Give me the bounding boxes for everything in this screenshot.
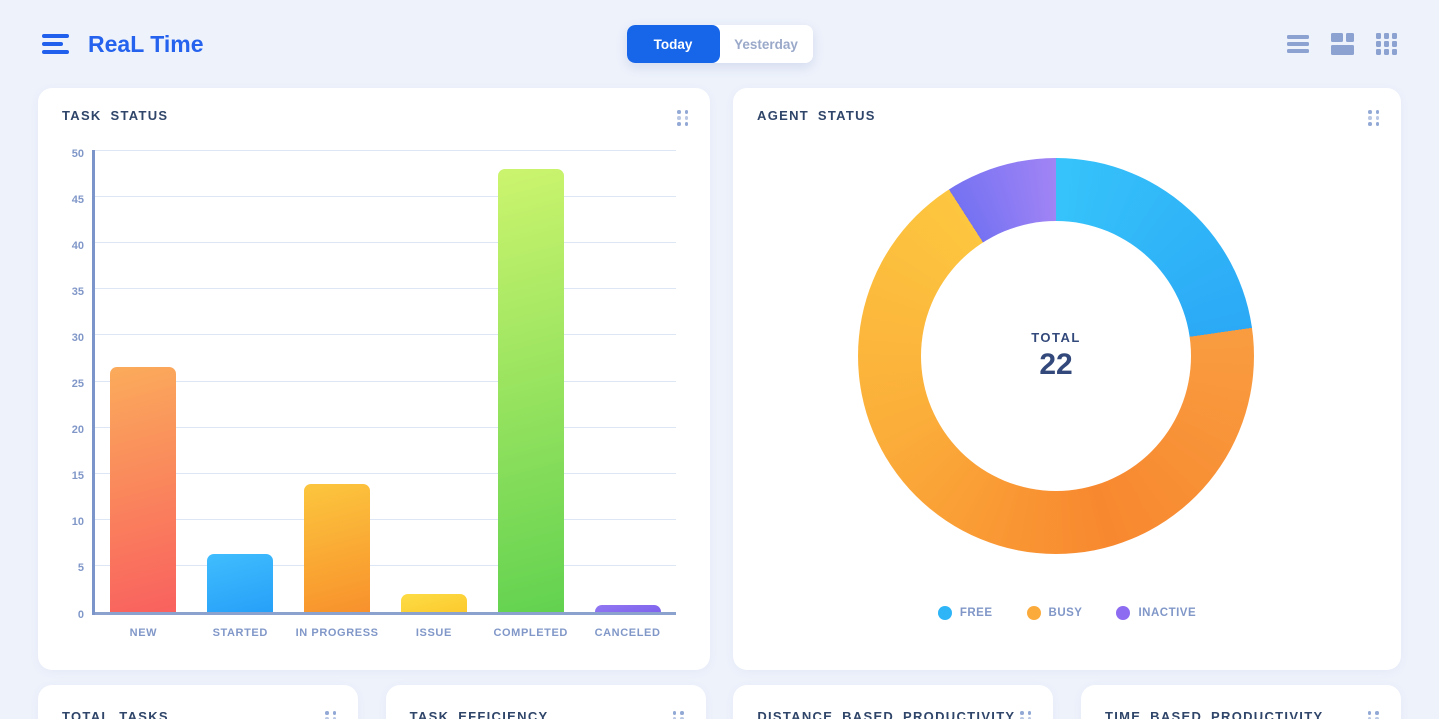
agent-status-title: AGENT STATUS	[757, 108, 876, 123]
x-tick-label: CANCELED	[594, 626, 661, 639]
bar-completed	[497, 168, 564, 612]
bar-canceled	[594, 605, 661, 612]
task-efficiency-card: TASK EFFICIENCY	[385, 685, 706, 719]
gridline	[95, 196, 676, 198]
hamburger-icon[interactable]	[42, 34, 69, 54]
gridline	[95, 334, 676, 336]
legend-item-inactive[interactable]: INACTIVE	[1116, 606, 1196, 620]
donut-total-label: TOTAL	[1031, 330, 1081, 345]
x-tick-label: STARTED	[212, 626, 268, 639]
gridline	[95, 426, 676, 428]
drag-handle-icon[interactable]	[672, 711, 684, 719]
drag-handle-icon[interactable]	[1368, 110, 1379, 126]
bar-issue	[400, 593, 467, 612]
tab-today[interactable]: Today	[626, 25, 720, 63]
agent-status-card: AGENT STATUS TOTAL 22 FREE BUSY	[733, 88, 1401, 670]
y-tick-label: 50	[71, 147, 84, 160]
bars	[95, 154, 676, 612]
total-tasks-card: TOTAL TASKS	[38, 685, 358, 719]
task-status-title: TASK STATUS	[62, 108, 169, 123]
view-switcher	[1286, 33, 1397, 55]
y-tick-label: 5	[77, 562, 84, 575]
x-tick-label: NEW	[129, 626, 158, 639]
gridline	[95, 288, 676, 290]
total-tasks-title: TOTAL TASKS	[62, 709, 169, 719]
x-tick-label: COMPLETED	[493, 626, 568, 639]
y-tick-label: 30	[71, 331, 84, 344]
agent-status-donut-chart: TOTAL 22	[858, 158, 1254, 554]
bar-in-progress	[304, 484, 371, 612]
date-range-toggle: Today Yesterday	[626, 25, 813, 63]
y-tick-label: 35	[71, 285, 84, 298]
x-tick-label: ISSUE	[415, 626, 452, 639]
y-tick-label: 40	[71, 239, 84, 252]
donut-legend: FREE BUSY INACTIVE	[733, 606, 1401, 620]
free-dot-icon	[937, 606, 952, 620]
donut-center: TOTAL 22	[921, 221, 1191, 491]
gridline	[95, 150, 676, 151]
legend-item-busy[interactable]: BUSY	[1026, 606, 1083, 620]
tab-yesterday[interactable]: Yesterday	[719, 25, 813, 63]
bar-new	[110, 367, 177, 612]
distance-productivity-title: DISTANCE BASED PRODUCTIVITY	[757, 709, 1016, 719]
busy-dot-icon	[1026, 606, 1041, 620]
gridline	[95, 518, 676, 520]
y-tick-label: 0	[77, 608, 84, 621]
app-header: ReaL Time Today Yesterday	[0, 0, 1439, 88]
y-tick-label: 25	[71, 378, 84, 390]
distance-productivity-card: DISTANCE BASED PRODUCTIVITY	[733, 685, 1054, 719]
y-tick-label: 15	[71, 470, 84, 483]
x-tick-label: IN PROGRESS	[295, 626, 379, 639]
inactive-dot-icon	[1116, 606, 1131, 620]
drag-handle-icon[interactable]	[1367, 711, 1379, 719]
task-status-bar-chart: 0 5 10 15 20 25 30 35 40 45 50 NEW STARTED IN PROGRE…	[38, 148, 710, 639]
y-tick-label: 20	[71, 424, 84, 437]
main-grid: TASK STATUS 0 5 10 15 20 25 30 35 40 45 50 NEW STAR…	[0, 88, 1439, 670]
gridline	[95, 242, 676, 244]
x-axis-labels: NEW STARTED IN PROGRESS ISSUE COMPLETED CANCE…	[95, 627, 676, 639]
gridline	[95, 472, 676, 474]
time-productivity-card: TIME BASED PRODUCTIVITY	[1080, 685, 1401, 719]
bar-started	[207, 554, 274, 612]
grid-view-icon[interactable]	[1375, 33, 1397, 55]
task-efficiency-title: TASK EFFICIENCY	[409, 709, 549, 719]
time-productivity-title: TIME BASED PRODUCTIVITY	[1104, 709, 1324, 719]
drag-handle-icon[interactable]	[677, 110, 688, 126]
split-view-icon[interactable]	[1330, 33, 1354, 55]
bar-chart-plot-area	[92, 149, 676, 615]
y-tick-label: 10	[71, 516, 84, 529]
legend-item-free[interactable]: FREE	[937, 606, 993, 620]
y-tick-label: 45	[71, 193, 84, 206]
task-status-card: TASK STATUS 0 5 10 15 20 25 30 35 40 45 50 NEW STAR…	[38, 88, 710, 670]
donut-total-value: 22	[1039, 348, 1073, 381]
drag-handle-icon[interactable]	[325, 711, 336, 719]
bottom-cards-row: TOTAL TASKS TASK EFFICIENCY DISTANCE BAS…	[38, 685, 1401, 719]
list-view-icon[interactable]	[1286, 35, 1309, 53]
drag-handle-icon[interactable]	[1020, 711, 1032, 719]
gridline	[95, 380, 676, 382]
gridline	[95, 564, 676, 566]
app-logo: ReaL Time	[88, 30, 204, 57]
